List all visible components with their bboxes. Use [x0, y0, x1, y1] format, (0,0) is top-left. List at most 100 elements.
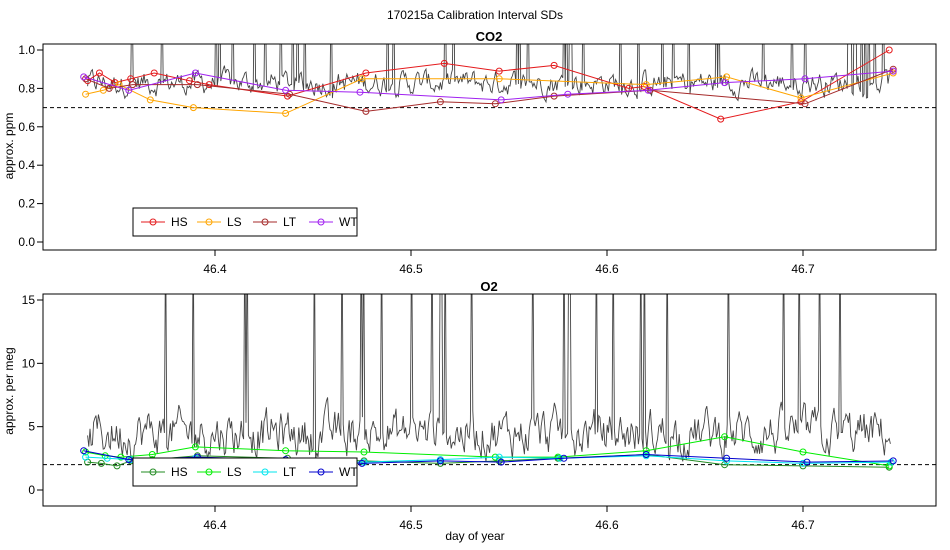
plot-frame: [42, 43, 937, 251]
series-point-wt: [436, 457, 444, 465]
figure-title: 170215a Calibration Interval SDs: [387, 8, 563, 22]
series-point-wt: [282, 86, 290, 94]
x-tick-label: 46.6: [595, 518, 619, 532]
series-point-wt: [497, 458, 505, 466]
legend-label-lt: LT: [283, 215, 297, 229]
y-tick-label: 0.8: [18, 81, 35, 95]
series-point-wt: [889, 67, 897, 75]
series-point-ls: [282, 447, 290, 455]
co2-panel-title: CO2: [476, 29, 503, 44]
series-point-hs: [797, 98, 805, 106]
y-tick-label: 10: [22, 356, 36, 370]
legend-label-lt: LT: [283, 465, 297, 479]
series-point-lt: [360, 458, 368, 466]
series-point-lt: [889, 65, 897, 73]
series-point-hs: [150, 69, 158, 77]
y-tick-label: 1.0: [18, 43, 35, 57]
legend-label-wt: WT: [339, 215, 358, 229]
legend-swatch-point: [261, 218, 269, 226]
series-point-wt: [721, 79, 729, 87]
series-point-ls: [146, 96, 154, 104]
y-tick-label: 15: [22, 293, 36, 307]
plot-frame: [42, 293, 937, 507]
series-point-wt: [497, 96, 505, 104]
y-tick-label: 0: [28, 483, 35, 497]
legend: HS LS LT WT: [132, 207, 358, 237]
series-point-wt: [801, 75, 809, 83]
co2-panel: CO2 approx. ppm 0.0 0.2 0.4 0.6 0.8 1.0 46.4 46…: [2, 29, 937, 276]
series-point-ls: [360, 448, 368, 456]
series-point-lt: [82, 453, 90, 461]
series-point-hs: [113, 462, 121, 470]
x-tick-label: 46.7: [791, 518, 815, 532]
series-point-wt: [564, 90, 572, 98]
series-point-hs: [97, 459, 105, 467]
legend-label-ls: LS: [227, 215, 242, 229]
series-line-hs: [87, 49, 890, 120]
co2-y-axis-label: approx. ppm: [2, 113, 16, 180]
series-point-hs: [205, 81, 213, 89]
series-point-wt: [356, 88, 364, 96]
series-point-hs: [550, 61, 558, 69]
series-point-ls: [282, 109, 290, 117]
series-point-hs: [440, 59, 448, 67]
series-point-wt: [723, 454, 731, 462]
x-tick-label: 46.4: [203, 518, 227, 532]
legend-swatch-point: [317, 468, 325, 476]
legend-label-hs: HS: [171, 215, 188, 229]
legend-swatch-point: [205, 468, 213, 476]
o2-y-axis-label: approx. per meg: [2, 347, 16, 434]
y-tick-label: 0.0: [18, 235, 35, 249]
series-point-wt: [642, 451, 650, 458]
series-point-lt: [129, 81, 137, 89]
series-point-ls: [191, 443, 199, 451]
legend-label-ls: LS: [227, 465, 242, 479]
series-line-lt: [85, 68, 894, 112]
series-point-wt: [803, 458, 811, 466]
series-point-ls: [642, 447, 650, 455]
series-point-ls: [885, 462, 893, 470]
series-point-lt: [105, 84, 113, 92]
series-line-wt: [83, 70, 894, 101]
series-point-ls: [189, 104, 197, 112]
x-axis-label: day of year: [445, 529, 504, 543]
series-point-wt: [80, 447, 88, 455]
series-point-ls: [889, 69, 897, 77]
series-point-hs: [362, 69, 370, 77]
legend-label-hs: HS: [171, 465, 188, 479]
series-point-wt: [644, 86, 652, 94]
series-point-lt: [286, 90, 293, 98]
series-point-ls: [799, 448, 807, 456]
legend-swatch-point: [317, 218, 325, 226]
series-point-wt: [358, 459, 366, 467]
series-point-hs: [717, 115, 725, 123]
y-tick-label: 0.4: [18, 158, 35, 172]
series-point-hs: [885, 46, 893, 54]
y-tick-label: 0.2: [18, 197, 35, 211]
x-tick-label: 46.5: [399, 518, 423, 532]
series-point-hs: [95, 69, 103, 77]
series-point-hs: [186, 77, 193, 85]
x-tick-label: 46.6: [595, 262, 619, 276]
o2-plot-area: 0 5 10 15 46.4 46.5 46.6 46.7 HS LS LT WT: [22, 293, 937, 532]
legend-label-wt: WT: [339, 465, 358, 479]
series-point-hs: [721, 461, 729, 469]
series-point-wt: [80, 73, 88, 81]
series-point-wt: [125, 456, 133, 464]
y-tick-label: 0.6: [18, 120, 35, 134]
series-point-lt: [436, 98, 444, 106]
series-point-lt: [799, 459, 807, 467]
x-tick-label: 46.5: [399, 262, 423, 276]
legend-swatch-point: [149, 468, 157, 476]
series-point-hs: [495, 67, 503, 75]
series-point-wt: [191, 69, 199, 77]
series-point-lt: [193, 81, 201, 89]
series-point-wt: [889, 457, 897, 465]
series-point-ls: [495, 75, 503, 83]
series-point-ls: [797, 94, 805, 102]
x-tick-label: 46.4: [203, 262, 227, 276]
legend: HS LS LT WT: [132, 457, 358, 487]
legend-swatch-point: [205, 218, 213, 226]
o2-panel: O2 approx. per meg 0 5 10 15 46.4 46.5 46.6 46.…: [2, 279, 937, 532]
